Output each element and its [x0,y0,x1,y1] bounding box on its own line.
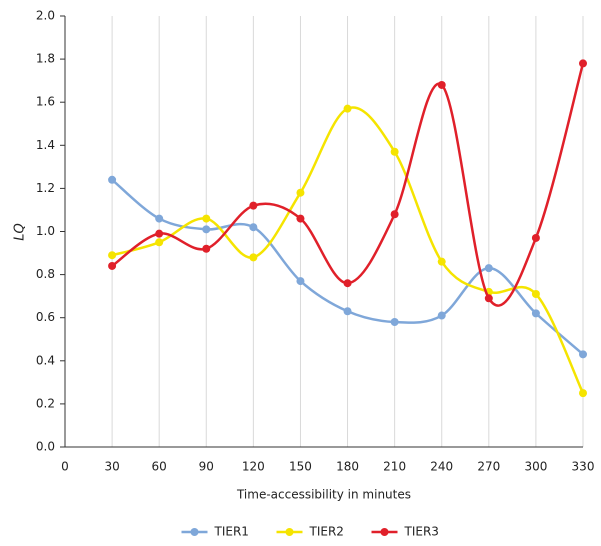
data-point [437,80,446,89]
y-tick-label: 2.0 [36,9,55,23]
data-point [155,238,164,247]
data-point [296,214,305,223]
x-tick-label: 330 [572,460,595,474]
legend-label: TIER2 [309,525,344,539]
data-point [108,261,117,270]
legend-marker [190,528,199,536]
data-point [437,311,446,320]
data-point [155,229,164,238]
x-tick-label: 210 [383,460,406,474]
x-tick-label: 150 [289,460,312,474]
data-point [390,147,399,156]
y-tick-label: 0.8 [36,267,55,281]
data-point [531,233,540,242]
x-axis-label: Time-accessibility in minutes [236,488,411,502]
data-point [390,210,399,219]
data-point [579,59,587,68]
data-point [531,289,540,298]
data-point [437,257,446,266]
legend-label: TIER1 [214,525,249,539]
data-point [108,251,117,260]
x-tick-label: 60 [152,460,167,474]
data-point [579,350,587,359]
legend-label: TIER3 [404,525,439,539]
x-tick-label: 180 [336,460,359,474]
y-tick-label: 0.2 [36,396,55,410]
y-tick-label: 1.6 [36,95,55,109]
data-point [296,277,305,286]
data-point [343,307,352,316]
x-tick-label: 300 [524,460,547,474]
data-point [343,104,352,113]
data-point [296,188,305,197]
y-tick-label: 0.6 [36,310,55,324]
data-point [202,225,211,234]
y-tick-label: 1.0 [36,224,55,238]
data-point [390,318,399,327]
data-point [579,389,587,398]
data-point [108,175,117,184]
legend-marker [380,528,389,536]
data-point [531,309,540,318]
y-tick-label: 0.4 [36,353,55,367]
data-point [202,244,211,253]
x-tick-label: 0 [61,460,69,474]
y-tick-label: 1.8 [36,52,55,66]
data-point [249,201,258,210]
y-tick-label: 0.0 [36,440,55,454]
data-point [202,214,211,223]
data-point [484,294,493,303]
x-tick-label: 240 [430,460,453,474]
y-tick-label: 1.2 [36,181,55,195]
x-tick-label: 270 [477,460,500,474]
data-point [249,223,258,232]
legend-marker [285,528,294,536]
data-point [249,253,258,262]
data-point [484,264,493,273]
x-tick-label: 90 [199,460,214,474]
x-tick-label: 120 [242,460,265,474]
y-tick-label: 1.4 [36,138,55,152]
x-tick-label: 30 [104,460,119,474]
data-point [155,214,164,223]
y-axis-label: LQ [13,223,28,240]
data-point [343,279,352,288]
